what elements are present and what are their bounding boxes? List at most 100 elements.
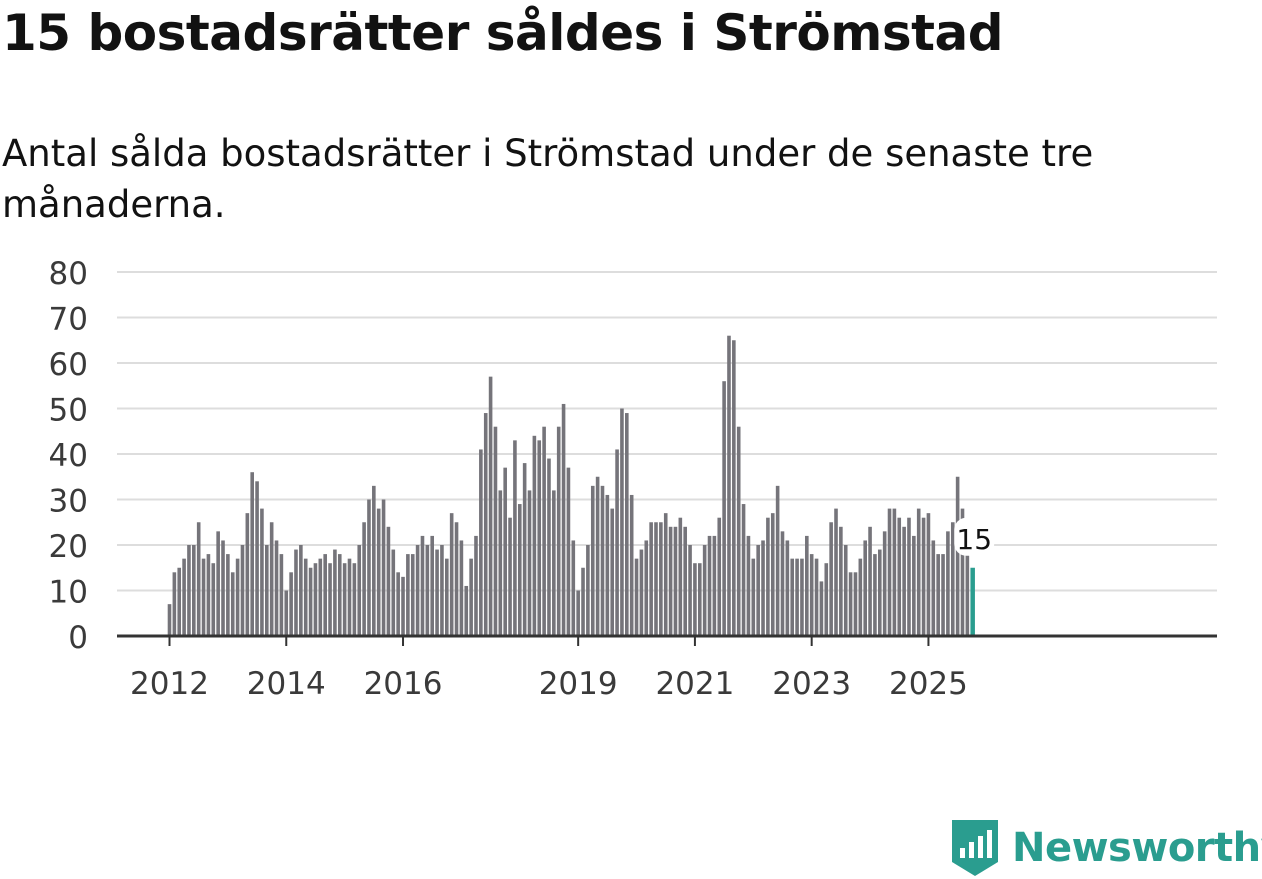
bar — [736, 426, 741, 636]
chart-title: 15 bostadsrätter såldes i Strömstad — [2, 4, 1004, 62]
bar — [877, 549, 882, 636]
bar — [839, 526, 843, 636]
callout-box — [954, 517, 995, 556]
bar — [683, 526, 687, 636]
bar — [756, 545, 760, 636]
bar — [260, 508, 264, 636]
bar — [357, 545, 362, 636]
bar — [654, 522, 658, 636]
bar — [576, 590, 580, 636]
bar — [814, 558, 819, 636]
bar — [693, 563, 697, 636]
bar — [167, 604, 172, 636]
y-tick-label: 80 — [49, 256, 88, 292]
bar — [702, 545, 707, 636]
highlight-callout: 15 — [954, 517, 995, 556]
bar — [834, 508, 838, 636]
bar — [829, 522, 833, 636]
bar — [663, 513, 668, 636]
bar — [805, 535, 809, 636]
bar — [337, 554, 342, 636]
bar — [921, 517, 926, 636]
bar — [221, 540, 225, 636]
bar — [843, 545, 848, 636]
bar — [391, 549, 396, 636]
highlight-value-label: 15 — [956, 523, 992, 556]
bar — [863, 540, 867, 636]
bar — [513, 440, 517, 636]
bar — [483, 413, 488, 636]
bar — [912, 535, 916, 636]
bar — [697, 563, 702, 636]
bar-highlight — [970, 567, 975, 636]
bar — [396, 572, 400, 636]
bar — [362, 522, 366, 636]
bar — [858, 558, 863, 636]
bar — [931, 540, 936, 636]
bar — [712, 535, 717, 636]
chart-subtitle: Antal sålda bostadsrätter i Strömstad un… — [2, 128, 1262, 230]
bar — [498, 490, 503, 636]
bar — [848, 572, 853, 636]
bar — [722, 381, 726, 636]
bar — [386, 526, 391, 636]
bar — [527, 490, 532, 636]
y-tick-label: 70 — [49, 302, 88, 338]
y-tick-label: 20 — [49, 529, 88, 565]
bar — [532, 435, 537, 636]
bar — [673, 526, 678, 636]
bar — [547, 458, 551, 636]
bar — [299, 545, 303, 636]
bar — [372, 485, 376, 636]
bar — [187, 545, 191, 636]
bar — [916, 508, 921, 636]
bar — [561, 403, 566, 636]
bar — [897, 517, 902, 636]
bar — [454, 522, 459, 636]
bar — [415, 545, 420, 636]
bar — [284, 590, 289, 636]
bar — [766, 517, 770, 636]
bar — [279, 554, 284, 636]
bar — [907, 517, 911, 636]
bar — [323, 554, 327, 636]
bar — [707, 535, 712, 636]
bar — [474, 535, 478, 636]
bar — [245, 513, 250, 636]
bar — [717, 517, 722, 636]
bar — [556, 426, 561, 636]
bar — [177, 567, 182, 636]
bar — [294, 549, 298, 636]
bar — [420, 535, 425, 636]
bar — [274, 540, 279, 636]
x-tick-label: 2023 — [772, 666, 851, 702]
newsworthy-logo: Newsworthy — [950, 818, 1262, 878]
bar — [887, 508, 892, 636]
bar — [192, 545, 196, 636]
bar — [688, 545, 692, 636]
bar — [230, 572, 235, 636]
bar — [785, 540, 790, 636]
bar — [649, 522, 653, 636]
bar — [761, 540, 765, 636]
bar — [950, 522, 955, 636]
bar — [303, 558, 308, 636]
bar — [605, 494, 610, 636]
bar — [824, 563, 829, 636]
bar — [376, 508, 381, 636]
bar — [926, 513, 931, 636]
bar — [503, 467, 507, 636]
bar — [615, 449, 619, 636]
bar — [868, 526, 872, 636]
subtitle-line-1: Antal sålda bostadsrätter i Strömstad un… — [2, 132, 1094, 175]
y-tick-label: 30 — [49, 484, 88, 520]
bar — [172, 572, 177, 636]
bar — [445, 558, 449, 636]
bar — [552, 490, 556, 636]
bar — [250, 472, 254, 636]
bar — [590, 485, 595, 636]
bar — [435, 549, 439, 636]
bar — [936, 554, 940, 636]
bar — [775, 485, 780, 636]
bar — [795, 558, 799, 636]
